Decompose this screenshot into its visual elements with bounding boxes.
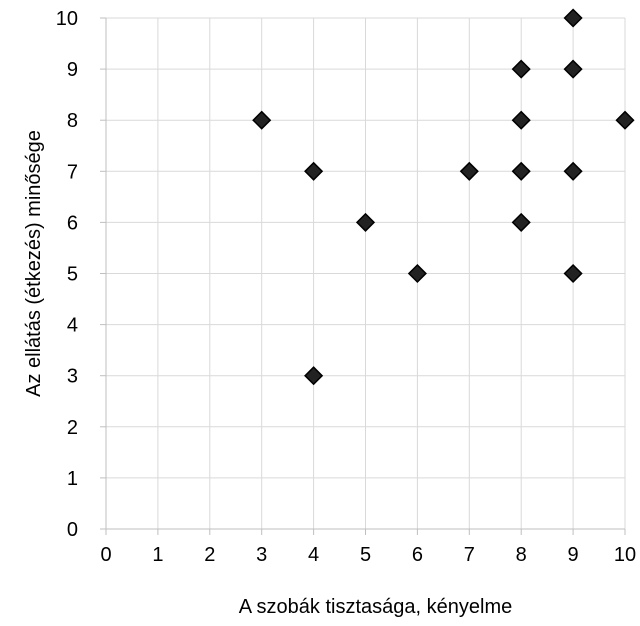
data-point-diamond xyxy=(563,263,583,284)
data-point-diamond xyxy=(252,110,272,130)
data-points xyxy=(252,8,635,386)
data-point-diamond xyxy=(511,161,531,181)
x-tick-label: 7 xyxy=(464,544,475,566)
axes xyxy=(100,17,626,535)
x-tick-label: 6 xyxy=(412,544,423,566)
data-point-diamond xyxy=(563,59,583,79)
data-point-diamond xyxy=(459,161,479,181)
y-tick-label: 9 xyxy=(67,59,78,81)
data-point-diamond xyxy=(511,110,531,130)
x-tick-label: 5 xyxy=(360,544,371,566)
y-tick-label: 7 xyxy=(67,161,78,183)
data-point-diamond xyxy=(563,8,583,28)
y-tick-label: 3 xyxy=(67,366,78,388)
data-point-diamond xyxy=(355,212,376,232)
y-tick-label: 2 xyxy=(67,417,78,439)
x-tick-label: 9 xyxy=(568,544,579,566)
data-point-diamond xyxy=(407,263,427,284)
y-tick-label: 4 xyxy=(67,315,78,337)
grid xyxy=(105,17,626,530)
data-point-diamond xyxy=(615,110,635,130)
tick-labels: 0 1 2 3 4 5 6 7 8 9 10 0 1 2 3 4 5 6 7 8 9 10 xyxy=(56,8,636,566)
data-point-diamond xyxy=(304,366,324,386)
y-tick-label: 1 xyxy=(67,468,78,490)
data-point-diamond xyxy=(511,212,531,232)
data-point-diamond xyxy=(304,161,324,181)
y-tick-label: 8 xyxy=(67,110,78,132)
data-point-diamond xyxy=(563,161,583,181)
x-tick-label: 8 xyxy=(516,544,527,566)
x-tick-label: 4 xyxy=(308,544,319,566)
y-tick-label: 5 xyxy=(67,264,78,286)
y-tick-label: 10 xyxy=(56,8,78,30)
y-tick-label: 6 xyxy=(67,212,78,234)
x-tick-label: 3 xyxy=(256,544,267,566)
x-axis-title: A szobák tisztasága, kényelme xyxy=(239,596,512,618)
data-point-diamond xyxy=(511,59,531,79)
x-tick-label: 1 xyxy=(152,544,163,566)
x-tick-label: 0 xyxy=(100,544,111,566)
x-tick-label: 2 xyxy=(204,544,215,566)
x-tick-label: 10 xyxy=(614,544,636,566)
y-axis-title: Az ellátás (étkezés) minősége xyxy=(23,130,45,397)
y-tick-label: 0 xyxy=(67,519,78,541)
